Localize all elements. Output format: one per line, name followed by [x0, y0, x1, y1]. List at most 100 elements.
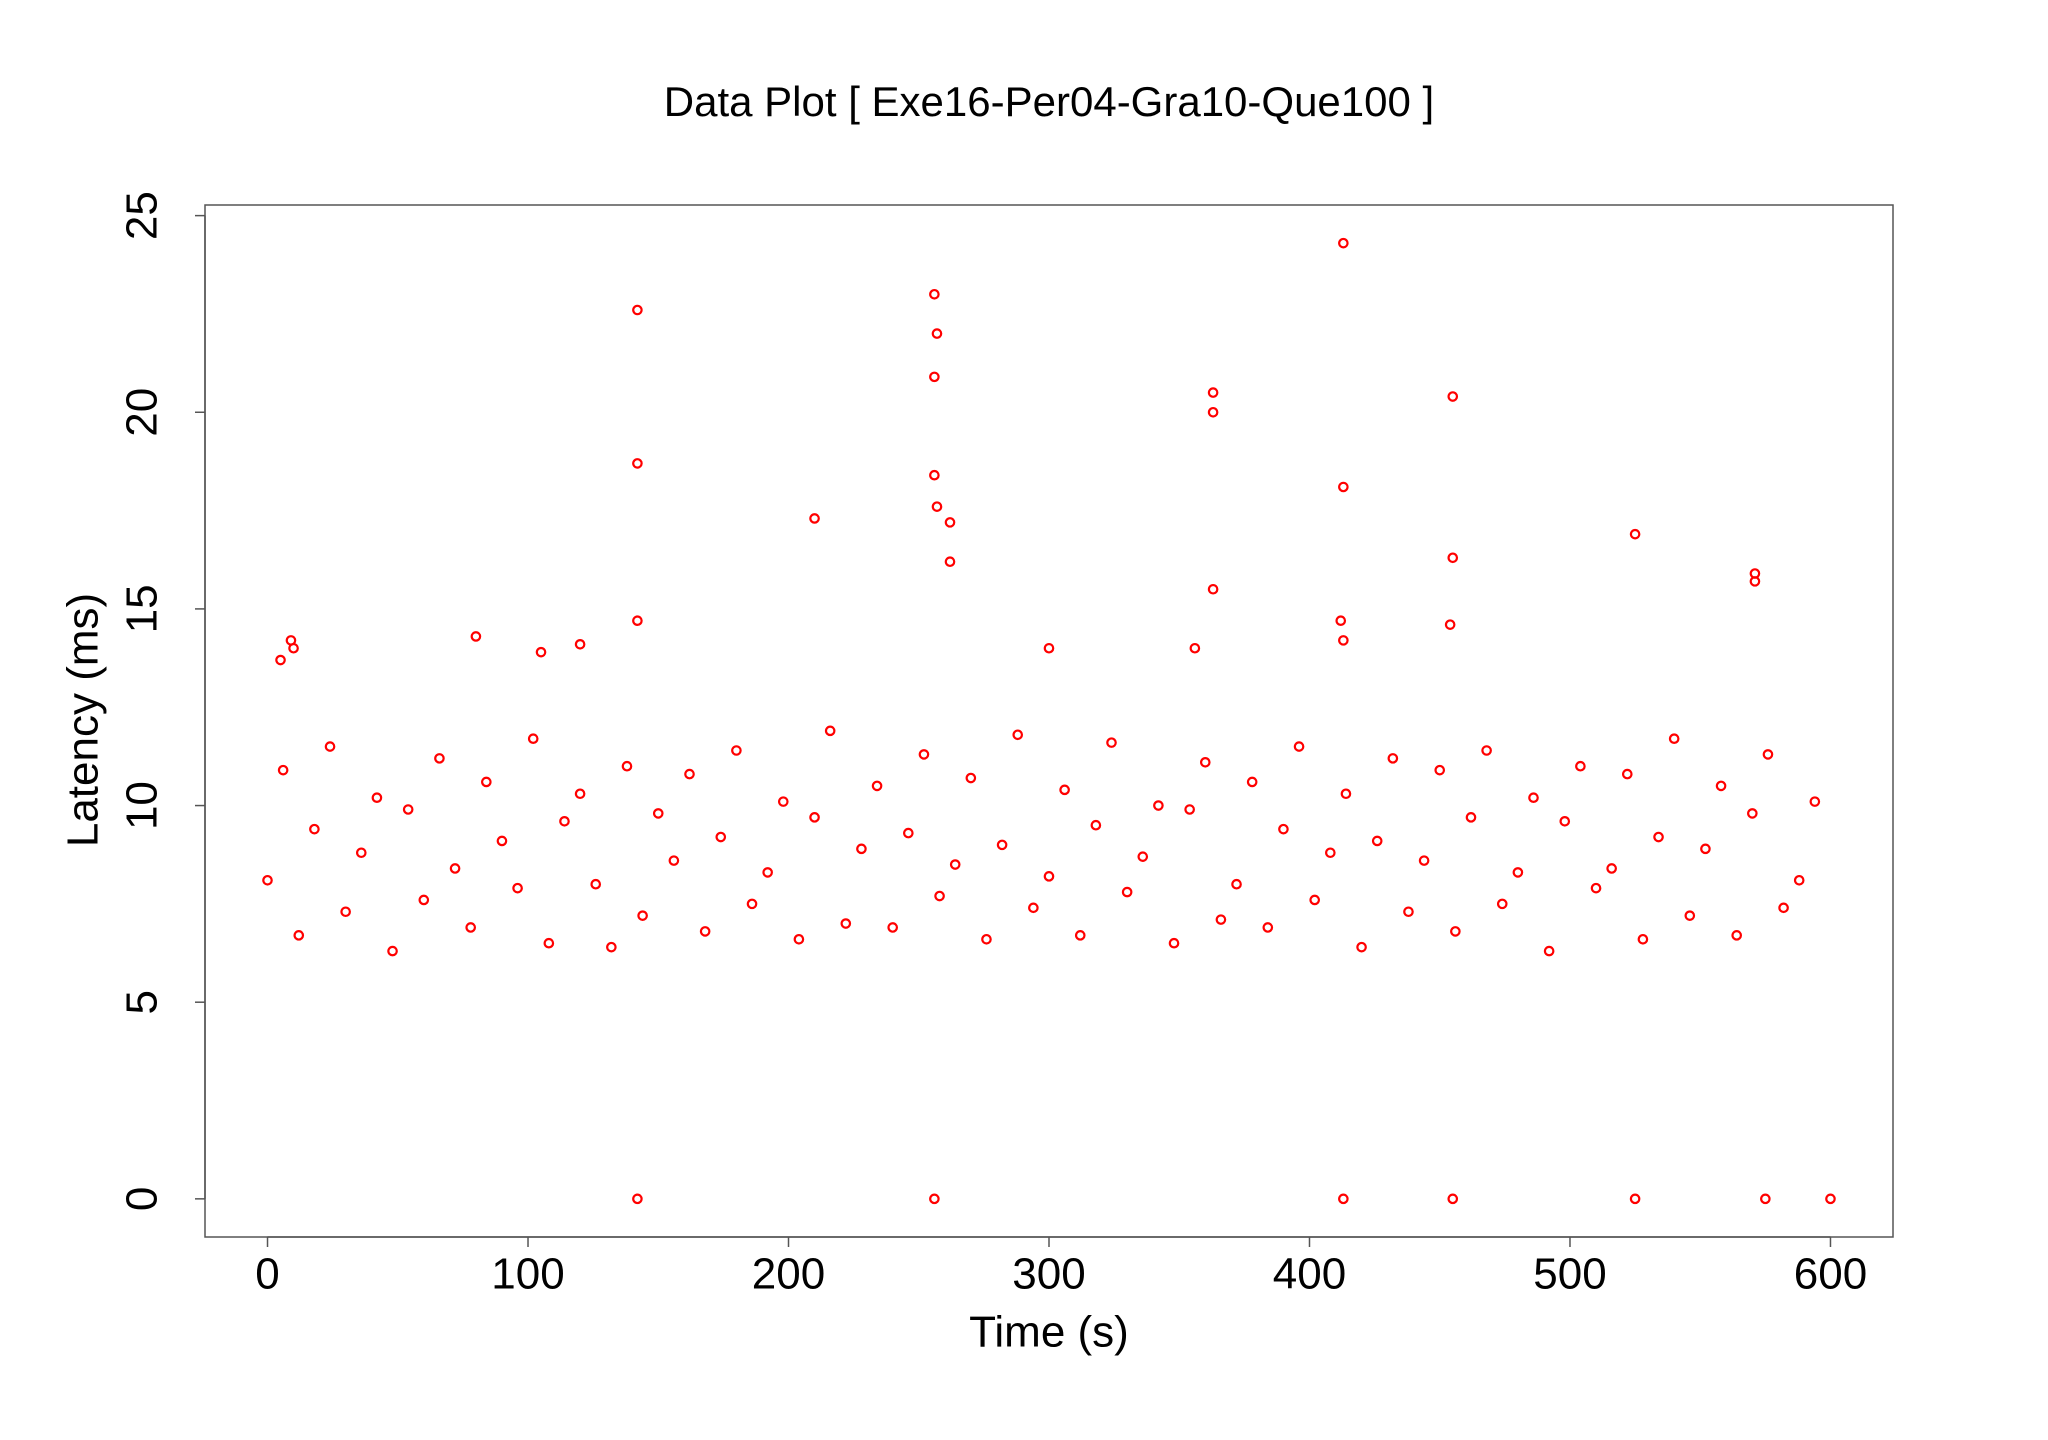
data-point [1371, 835, 1383, 847]
data-point [1778, 902, 1789, 914]
data-point [1653, 831, 1664, 843]
data-point [856, 843, 867, 855]
data-point [309, 823, 320, 835]
data-point [1262, 922, 1274, 933]
data-point [574, 788, 586, 800]
data-point [1637, 933, 1649, 945]
data-point [1629, 528, 1641, 540]
data-point [527, 733, 539, 744]
y-axis-label: Latency (ms) [59, 593, 108, 847]
data-point [1338, 635, 1349, 646]
x-tick-label: 300 [1012, 1250, 1085, 1299]
data-point [1762, 749, 1774, 760]
data-point [1543, 945, 1555, 957]
data-point [1621, 768, 1633, 780]
data-point [1747, 808, 1758, 819]
data-point [1447, 391, 1459, 402]
data-point [684, 768, 695, 780]
data-point [574, 639, 586, 650]
data-point [965, 772, 977, 784]
data-point [1121, 886, 1133, 898]
data-point [1090, 819, 1102, 831]
data-point [762, 867, 773, 878]
data-point [434, 753, 445, 764]
data-point [1325, 847, 1336, 859]
data-point [324, 741, 336, 752]
data-point [1825, 1193, 1836, 1205]
y-tick-label: 15 [118, 584, 167, 633]
data-point [903, 827, 914, 839]
data-point [1528, 792, 1539, 803]
data-point [402, 804, 414, 815]
data-point [1335, 615, 1347, 627]
data-point [1444, 619, 1456, 630]
data-point [1043, 871, 1055, 882]
data-point [1215, 914, 1227, 925]
data-point [1749, 576, 1761, 587]
data-point [1059, 784, 1070, 796]
data-point [1684, 910, 1696, 921]
data-point [1434, 764, 1446, 776]
data-point [1512, 867, 1524, 878]
data-point [1447, 552, 1459, 564]
data-point [996, 839, 1008, 851]
data-point [731, 745, 742, 756]
data-point [1231, 878, 1242, 890]
data-point [632, 615, 643, 627]
data-point [1309, 894, 1321, 906]
data-point [1715, 780, 1727, 792]
data-point [1731, 930, 1743, 941]
data-point [1496, 898, 1508, 910]
data-point [777, 796, 789, 807]
data-point [944, 556, 956, 568]
chart-title: Data Plot [ Exe16-Per04-Gra10-Que100 ] [664, 78, 1434, 125]
data-point [1403, 906, 1414, 918]
data-point [1207, 583, 1219, 595]
data-point [931, 501, 943, 512]
data-point [715, 831, 727, 843]
data-point [929, 1193, 940, 1205]
data-point [449, 863, 461, 874]
data-point [824, 725, 836, 737]
data-point [418, 894, 430, 906]
data-point [1465, 812, 1477, 823]
data-point [277, 764, 289, 776]
data-point [293, 930, 305, 941]
data-point [355, 847, 367, 859]
y-tick-label: 10 [118, 781, 167, 830]
data-point [1606, 863, 1617, 874]
data-point [949, 859, 961, 870]
data-point [288, 642, 299, 654]
x-tick-label: 400 [1273, 1250, 1346, 1299]
data-point [1793, 874, 1805, 886]
data-point [887, 922, 899, 933]
data-point [1668, 733, 1680, 744]
data-point [1184, 804, 1195, 815]
y-tick-label: 25 [118, 191, 167, 240]
y-tick-label: 0 [118, 1187, 167, 1211]
x-tick-label: 200 [752, 1250, 825, 1299]
data-point [809, 513, 820, 524]
data-point [1246, 776, 1258, 788]
data-point [1481, 745, 1492, 756]
data-point [1168, 937, 1180, 949]
data-point [1629, 1193, 1641, 1205]
data-point [1809, 796, 1821, 807]
data-point [981, 933, 992, 945]
data-point [1012, 729, 1024, 741]
data-point [543, 937, 555, 949]
data-point [746, 898, 758, 910]
data-point [637, 910, 648, 921]
data-point [1338, 481, 1349, 493]
data-point [1207, 387, 1219, 398]
data-point [1137, 851, 1149, 862]
data-point [496, 835, 508, 847]
data-point [934, 890, 945, 902]
data-point [1450, 926, 1461, 937]
data-point [929, 371, 940, 383]
data-point [1760, 1193, 1771, 1205]
data-point [1028, 902, 1039, 914]
data-point [1387, 753, 1399, 764]
data-point [340, 906, 351, 918]
